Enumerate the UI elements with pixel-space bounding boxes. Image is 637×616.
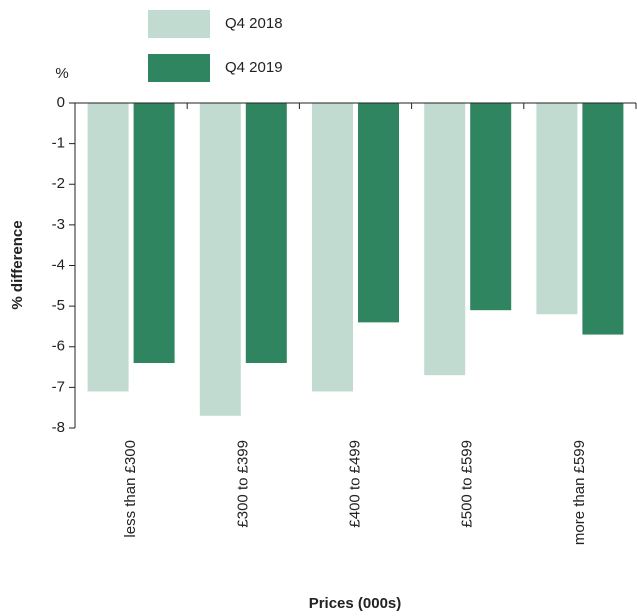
y-tick-label: -4: [52, 256, 65, 273]
bar: [582, 103, 624, 335]
x-tick-label: less than £300: [122, 440, 139, 538]
y-axis-title: % difference: [9, 220, 26, 309]
bar: [199, 103, 241, 416]
legend-label: Q4 2018: [225, 15, 283, 32]
x-tick-label: £500 to £599: [459, 440, 476, 528]
y-tick-label: -5: [52, 297, 65, 314]
legend-swatch: [148, 54, 210, 82]
bar: [424, 103, 466, 376]
legend-label: Q4 2019: [225, 59, 283, 76]
y-tick-label: -7: [52, 378, 65, 395]
bar: [312, 103, 353, 392]
x-tick-label: £400 to £499: [346, 440, 363, 528]
bar: [358, 103, 399, 323]
y-tick-label: -3: [52, 216, 65, 233]
y-tick-label: -8: [52, 419, 65, 436]
y-tick-label: 0: [57, 94, 65, 111]
y-unit: %: [55, 65, 68, 82]
y-tick-label: -6: [52, 338, 65, 355]
x-tick-label: more than £599: [571, 440, 588, 545]
bar: [245, 103, 287, 363]
x-tick-label: £300 to £399: [234, 440, 251, 528]
bar: [470, 103, 512, 311]
bar: [133, 103, 175, 363]
x-axis-title: Prices (000s): [309, 595, 402, 612]
bar: [536, 103, 578, 315]
legend-swatch: [148, 10, 210, 38]
y-tick-label: -2: [52, 175, 65, 192]
bar: [87, 103, 129, 392]
y-tick-label: -1: [52, 135, 65, 152]
